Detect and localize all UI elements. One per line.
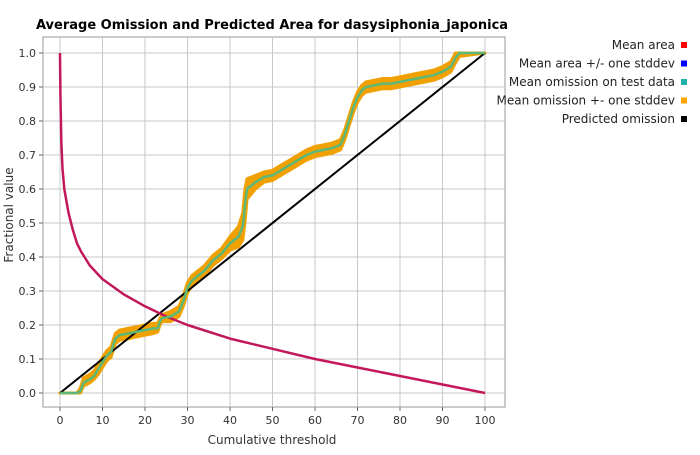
y-tick-label: 0.2 (19, 319, 37, 332)
x-tick-label: 50 (266, 414, 280, 427)
y-tick-label: 0.7 (19, 149, 37, 162)
x-tick-label: 10 (96, 414, 110, 427)
y-tick-label: 0.3 (19, 285, 37, 298)
legend-swatch (681, 42, 687, 48)
legend-label: Mean omission on test data (509, 75, 675, 89)
x-tick-label: 90 (436, 414, 450, 427)
x-tick-label: 80 (393, 414, 407, 427)
legend-label: Mean omission +- one stddev (497, 94, 676, 108)
x-tick-label: 100 (475, 414, 496, 427)
y-tick-label: 0.5 (19, 217, 37, 230)
legend-swatch (681, 97, 687, 104)
legend-swatch (681, 79, 687, 85)
y-tick-label: 0.9 (19, 81, 37, 94)
mean-omission-on-test-data-line (60, 51, 485, 395)
legend-label: Mean area (612, 38, 675, 52)
x-tick-label: 40 (223, 414, 237, 427)
y-tick-label: 0.6 (19, 183, 37, 196)
y-tick-label: 1.0 (19, 47, 37, 60)
mean-area-line (58, 52, 486, 395)
x-tick-label: 70 (351, 414, 365, 427)
y-tick-label: 0.1 (19, 353, 37, 366)
series-lines-layer (58, 51, 486, 395)
y-tick-label: 0.4 (19, 251, 37, 264)
x-tick-label: 60 (308, 414, 322, 427)
gridlines (43, 37, 505, 407)
legend-label: Predicted omission (562, 112, 675, 126)
legend: Mean area Mean area +/- one stddev Mean om… (497, 38, 687, 126)
axes: 0 10 20 30 40 50 60 70 80 90 100 0.0 0.1 0.2 0.3 0.4 0.5… (19, 47, 496, 427)
chart-title: Average Omission and Predicted Area for … (36, 18, 508, 33)
predicted-omission-line (59, 52, 486, 394)
x-tick-label: 30 (181, 414, 195, 427)
y-tick-label: 0.8 (19, 115, 37, 128)
y-tick-label: 0.0 (19, 387, 37, 400)
x-tick-label: 0 (57, 414, 64, 427)
legend-label: Mean area +/- one stddev (519, 57, 675, 71)
legend-swatch (681, 116, 687, 122)
x-axis-label: Cumulative threshold (208, 433, 337, 447)
x-tick-label: 20 (138, 414, 152, 427)
y-axis-label: Fractional value (2, 167, 16, 262)
legend-swatch (681, 60, 687, 67)
